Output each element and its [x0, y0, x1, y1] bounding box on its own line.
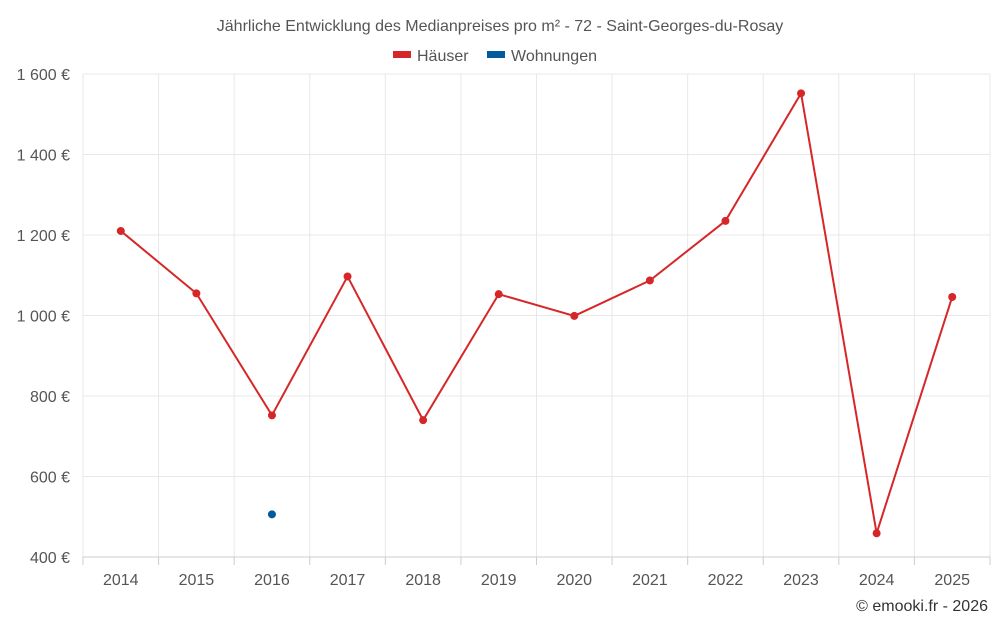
series-group — [116, 89, 957, 538]
x-tick-label: 2015 — [179, 572, 215, 589]
y-tick-label: 800 € — [30, 389, 70, 406]
y-tick-label: 1 400 € — [17, 148, 70, 165]
series-line-haeuser — [120, 90, 954, 534]
data-point-haeuser-2021[interactable] — [645, 276, 654, 285]
data-point-haeuser-2019[interactable] — [494, 290, 503, 299]
y-tick-label: 400 € — [30, 550, 70, 567]
y-tick-label: 1 200 € — [17, 228, 70, 245]
y-gridlines — [83, 73, 990, 477]
x-tick-label: 2018 — [405, 572, 441, 589]
y-axis-ticks: 400 € 600 € 800 € 1 000 € 1 200 € 1 400 € 1 60… — [17, 67, 70, 567]
y-tick-label: 1 600 € — [17, 67, 70, 84]
data-point-haeuser-2016[interactable] — [267, 411, 276, 420]
chart-title: Jährliche Entwicklung des Medianpreises … — [217, 18, 783, 35]
x-tick-label: 2020 — [556, 572, 592, 589]
data-point-haeuser-2020[interactable] — [570, 311, 579, 320]
x-tick-label: 2025 — [934, 572, 970, 589]
x-tick-label: 2021 — [632, 572, 668, 589]
legend-label-haeuser: Häuser — [417, 48, 469, 65]
data-point-haeuser-2014[interactable] — [116, 226, 125, 235]
x-tick-label: 2016 — [254, 572, 290, 589]
legend-swatch-haeuser — [393, 51, 411, 58]
y-tick-label: 1 000 € — [17, 309, 70, 326]
legend-swatch-wohnungen — [487, 51, 505, 58]
x-tick-label: 2014 — [103, 572, 139, 589]
data-point-haeuser-2015[interactable] — [192, 289, 201, 298]
x-tick-label: 2017 — [330, 572, 366, 589]
data-point-haeuser-2024[interactable] — [872, 529, 881, 538]
y-tick-label: 600 € — [30, 470, 70, 487]
data-point-haeuser-2023[interactable] — [797, 89, 806, 98]
x-tick-label: 2022 — [708, 572, 744, 589]
data-point-haeuser-2025[interactable] — [948, 292, 957, 301]
data-point-haeuser-2022[interactable] — [721, 216, 730, 225]
x-axis-ticks: 2014 2015 2016 2017 2018 2019 2020 2021 2022 2023… — [82, 557, 991, 589]
x-tick-label: 2019 — [481, 572, 517, 589]
legend-item-haeuser[interactable]: Häuser — [393, 48, 469, 65]
x-tick-label: 2024 — [859, 572, 895, 589]
legend: Häuser Wohnungen — [393, 48, 597, 65]
data-point-wohnungen-2016[interactable] — [267, 510, 276, 519]
x-tick-label: 2023 — [783, 572, 819, 589]
credit-text: © emooki.fr - 2026 — [856, 598, 988, 615]
data-point-haeuser-2018[interactable] — [419, 416, 428, 425]
data-point-haeuser-2017[interactable] — [343, 272, 352, 281]
legend-label-wohnungen: Wohnungen — [511, 48, 597, 65]
legend-item-wohnungen[interactable]: Wohnungen — [487, 48, 597, 65]
